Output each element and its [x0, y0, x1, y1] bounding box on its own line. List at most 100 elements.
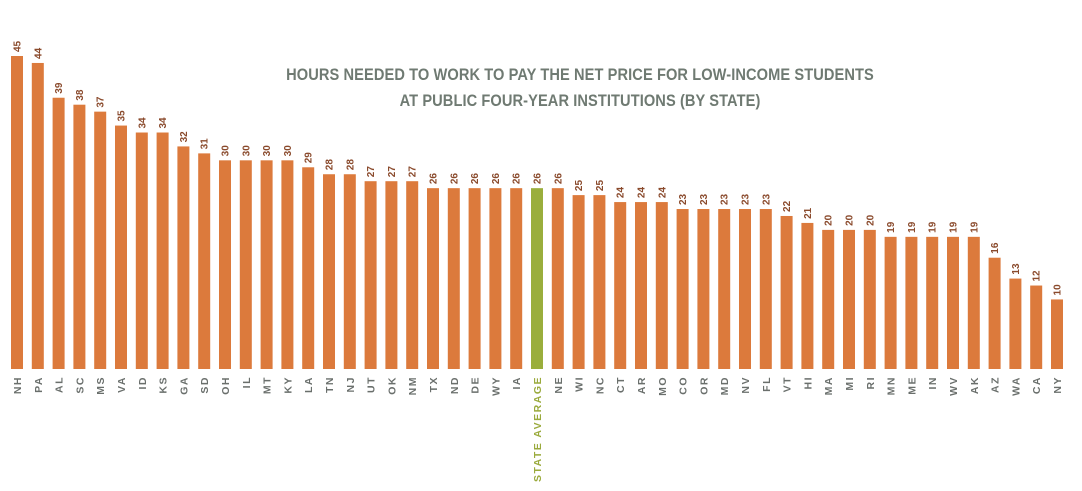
value-label-la: 29 — [304, 152, 315, 164]
value-label-ne: 26 — [553, 173, 564, 185]
value-label-de: 26 — [470, 173, 481, 185]
category-label-ok: OK — [386, 376, 398, 395]
category-label-ak: AK — [969, 376, 981, 394]
category-label-id: ID — [137, 376, 149, 390]
value-label-ma: 20 — [824, 214, 835, 226]
bar-va — [115, 125, 127, 369]
category-labels-group: NH PA AL SC MS VA ID KS GA SD OH IL MT KY LA TN NJ UT OK NM… — [12, 376, 1064, 482]
chart-title: HOURS NEEDED TO WORK TO PAY THE NET PRIC… — [286, 65, 874, 84]
bar-oh — [219, 160, 231, 369]
bar-pa — [31, 62, 44, 370]
value-label-mo: 24 — [657, 187, 668, 199]
value-label-me: 19 — [907, 221, 918, 233]
category-label-nd: ND — [449, 376, 461, 394]
bar-hi — [801, 222, 814, 369]
chart-title-block: HOURS NEEDED TO WORK TO PAY THE NET PRIC… — [170, 62, 990, 114]
value-label-md: 23 — [720, 193, 731, 205]
value-label-ri: 20 — [865, 214, 876, 226]
category-label-ne: NE — [553, 376, 565, 394]
value-label-ia: 26 — [512, 173, 523, 185]
value-label-ca: 12 — [1032, 270, 1043, 282]
category-label-pa: PA — [33, 376, 45, 393]
bar-la — [302, 167, 315, 369]
category-label-nm: NM — [407, 376, 419, 395]
category-label-tn: TN — [324, 376, 336, 393]
bars-group — [11, 56, 1063, 370]
bar-nc — [593, 195, 606, 369]
bar-wa — [1009, 278, 1022, 369]
category-label-vt: VT — [782, 376, 794, 392]
category-label-la: LA — [303, 376, 315, 393]
bar-tx — [427, 188, 439, 369]
category-label-hi: HI — [802, 376, 814, 390]
value-label-oh: 30 — [221, 145, 232, 157]
category-label-nh: NH — [12, 376, 24, 394]
category-label-mt: MT — [262, 376, 274, 394]
bar-ny — [1051, 299, 1063, 369]
value-label-ny: 10 — [1053, 284, 1064, 296]
category-label-va: VA — [116, 376, 128, 393]
bar-ne — [551, 188, 564, 369]
value-label-ms: 37 — [96, 96, 107, 108]
bar-mi — [843, 229, 855, 369]
category-label-ia: IA — [511, 376, 523, 390]
bar-state-average — [531, 188, 543, 369]
value-label-wi: 25 — [574, 180, 585, 192]
bar-fl — [759, 209, 772, 369]
category-label-state-average: STATE AVERAGE — [532, 376, 544, 482]
value-label-il: 30 — [241, 145, 252, 157]
bar-ma — [822, 229, 835, 369]
category-label-md: MD — [719, 376, 731, 395]
value-label-state-average: 26 — [533, 173, 544, 185]
category-label-az: AZ — [990, 376, 1002, 393]
category-label-ny: NY — [1052, 376, 1064, 394]
bar-co — [676, 209, 689, 369]
bar-ks — [156, 132, 169, 369]
category-label-ca: CA — [1031, 376, 1043, 394]
bar-ct — [614, 202, 627, 369]
value-label-tn: 28 — [325, 159, 336, 171]
value-label-fl: 23 — [761, 193, 772, 205]
bar-wv — [947, 236, 959, 369]
value-label-vt: 22 — [782, 200, 793, 212]
category-label-mo: MO — [657, 376, 669, 396]
category-label-ma: MA — [823, 376, 835, 395]
bar-mo — [655, 202, 668, 369]
bar-ia — [510, 188, 523, 369]
bar-tn — [323, 174, 335, 369]
value-label-mt: 30 — [262, 145, 273, 157]
bar-ri — [863, 229, 876, 369]
value-label-mn: 19 — [886, 221, 897, 233]
category-label-ar: AR — [636, 376, 648, 394]
value-label-nh: 45 — [13, 40, 24, 52]
category-label-mi: MI — [844, 376, 856, 391]
bar-mn — [884, 236, 897, 369]
category-label-mn: MN — [886, 376, 898, 395]
bar-il — [239, 160, 252, 369]
value-label-id: 34 — [137, 117, 148, 129]
category-label-ms: MS — [95, 376, 107, 395]
category-label-nv: NV — [740, 376, 752, 394]
category-label-in: IN — [927, 376, 939, 390]
value-label-al: 39 — [54, 82, 65, 94]
category-label-me: ME — [906, 376, 918, 395]
category-label-fl: FL — [761, 376, 773, 392]
value-label-hi: 21 — [803, 207, 814, 219]
value-label-nj: 28 — [345, 159, 356, 171]
category-label-nc: NC — [594, 376, 606, 394]
bar-wi — [572, 195, 585, 369]
bar-ut — [364, 181, 377, 369]
bar-id — [135, 132, 148, 369]
category-label-wa: WA — [1010, 376, 1022, 396]
category-label-ri: RI — [865, 376, 877, 390]
chart-subtitle: AT PUBLIC FOUR-YEAR INSTITUTIONS (BY STA… — [399, 91, 761, 110]
bar-nm — [406, 181, 419, 369]
value-label-nd: 26 — [449, 173, 460, 185]
bar-sc — [73, 104, 86, 369]
bar-me — [905, 236, 918, 369]
value-label-co: 23 — [678, 193, 689, 205]
value-label-nm: 27 — [408, 166, 419, 178]
bar-sd — [198, 153, 211, 369]
category-label-ct: CT — [615, 376, 627, 393]
value-label-or: 23 — [699, 193, 710, 205]
